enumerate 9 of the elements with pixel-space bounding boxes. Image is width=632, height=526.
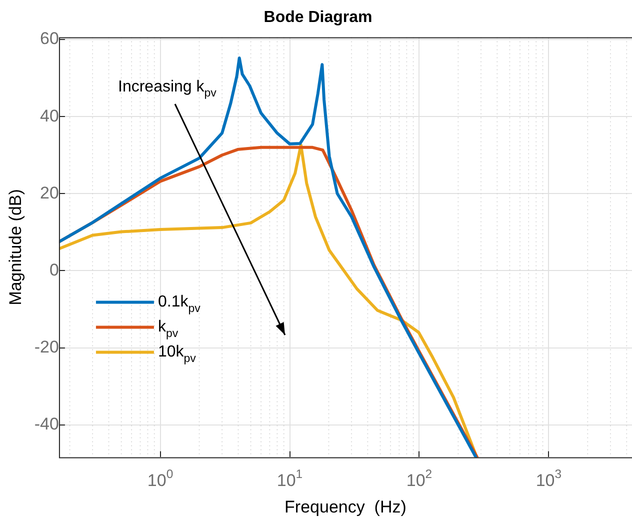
y-tick-label: 40 [40,106,59,126]
y-tick-label: -20 [34,337,59,356]
y-tick-label: 20 [40,183,59,202]
y-axis-title: Magnitude (dB) [6,189,25,306]
y-tick-label: 0 [50,260,59,280]
x-axis-title: Frequency (Hz) [284,497,406,516]
y-tick-label: -40 [34,414,59,434]
chart-title: Bode Diagram [264,9,372,26]
y-tick-label: 60 [40,29,59,48]
